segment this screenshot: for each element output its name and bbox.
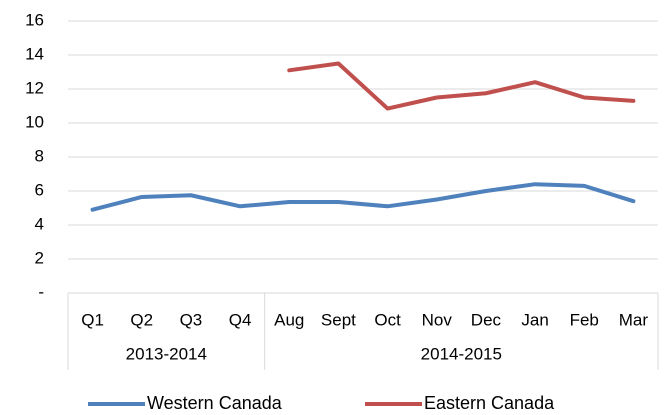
group-label: 2014-2015 (421, 344, 502, 363)
y-tick-label: 12 (25, 78, 44, 97)
x-tick-label: Q4 (229, 310, 252, 329)
y-tick-label: 16 (25, 10, 44, 29)
legend-label: Western Canada (147, 393, 283, 413)
x-tick-label: Mar (619, 310, 649, 329)
x-tick-label: Dec (471, 310, 502, 329)
y-tick-label: 4 (35, 214, 44, 233)
x-tick-label: Q2 (130, 310, 153, 329)
x-tick-label: Q1 (81, 310, 104, 329)
x-tick-label: Jan (521, 310, 548, 329)
x-tick-label: Q3 (180, 310, 203, 329)
y-tick-label: - (38, 282, 44, 301)
x-tick-label: Sept (321, 310, 356, 329)
x-tick-label: Aug (274, 310, 304, 329)
x-tick-label: Nov (422, 310, 453, 329)
y-tick-label: 10 (25, 112, 44, 131)
line-series (90, 182, 636, 212)
y-tick-label: 8 (35, 146, 44, 165)
legend: Western Canada Eastern Canada (88, 393, 555, 413)
legend-label: Eastern Canada (424, 393, 555, 413)
y-tick-label: 2 (35, 248, 44, 267)
y-tick-label: 14 (25, 44, 44, 63)
group-label: 2013-2014 (126, 344, 207, 363)
y-tick-label: 6 (35, 180, 44, 199)
line-series (287, 61, 636, 111)
x-tick-label: Oct (374, 310, 401, 329)
x-tick-label: Feb (570, 310, 599, 329)
